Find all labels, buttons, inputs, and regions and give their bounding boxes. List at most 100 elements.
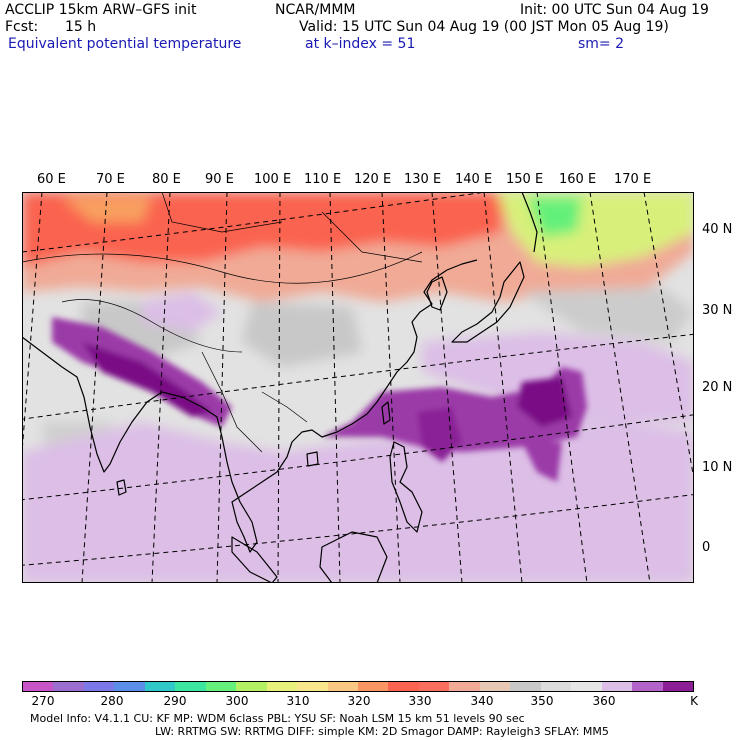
meridian-line [151, 192, 171, 583]
band-380 [82, 342, 212, 417]
coastlines [22, 192, 538, 583]
field-name: Equivalent potential temperature [8, 36, 242, 52]
colorbar-swatch [357, 682, 389, 691]
lon-label: 140 E [455, 172, 493, 187]
borneo-coast [319, 531, 388, 583]
lat-label: 40 N [702, 222, 733, 237]
lon-label: 80 E [152, 172, 181, 187]
hainan-coast [306, 451, 319, 467]
model-info-line-1: Model Info: V4.1.1 CU: KF MP: WDM 6class… [30, 712, 525, 725]
lat-label: 20 N [702, 380, 733, 395]
colorbar [22, 681, 694, 692]
meridian-line [277, 192, 281, 583]
colorbar-swatch [53, 682, 84, 691]
border-line [22, 251, 423, 284]
organization: NCAR/MMM [275, 2, 356, 18]
colorbar-swatch [418, 682, 450, 691]
border-line [161, 192, 283, 233]
lat-label: 0 [702, 540, 711, 555]
lat-label: 10 N [702, 460, 733, 475]
colorbar-label: 290 [163, 694, 187, 708]
border-line [261, 391, 308, 423]
lon-label: 110 E [304, 172, 342, 187]
parallel-line [22, 494, 694, 566]
colorbar-label: 360 [592, 694, 616, 708]
lon-label: 160 E [559, 172, 597, 187]
meridian-line [22, 192, 43, 460]
korea-coast [426, 276, 448, 311]
band-350 [242, 302, 362, 367]
valid-time: Valid: 15 UTC Sun 04 Aug 19 (00 JST Mon … [299, 19, 669, 35]
colorbar-swatch [144, 682, 176, 691]
meridian-line [431, 192, 463, 583]
lat-label: 30 N [702, 303, 733, 318]
border-line [61, 299, 243, 353]
meridian-line [643, 192, 694, 483]
colorbar-label: 310 [286, 694, 310, 708]
colorbar-swatch [327, 682, 358, 691]
band-380 [517, 377, 572, 427]
colorbar-swatch [114, 682, 145, 691]
country-borders [22, 192, 423, 453]
band-360 [142, 292, 222, 332]
lon-label: 120 E [354, 172, 392, 187]
forecast-label: Fcst: [5, 19, 39, 35]
lon-label: 130 E [404, 172, 442, 187]
sakhalin-coast [521, 192, 538, 253]
taiwan-coast [381, 401, 391, 425]
colorbar-swatch [601, 682, 633, 691]
meridian-line [216, 192, 228, 583]
colorbar-swatch [510, 682, 541, 691]
lon-label: 60 E [37, 172, 66, 187]
lon-label: 90 E [205, 172, 234, 187]
colorbar-label: 320 [347, 694, 371, 708]
band-360 [22, 422, 694, 583]
colorbar-swatch [571, 682, 602, 691]
forecast-hour: 15 h [65, 19, 97, 35]
colorbar-swatch [236, 682, 267, 691]
colorbar-swatch [479, 682, 511, 691]
colorbar-swatch [297, 682, 328, 691]
colorbar-swatch [632, 682, 663, 691]
model-info-line-2: LW: RRTMG SW: RRTMG DIFF: simple KM: 2D … [155, 725, 609, 738]
meridian-line [589, 192, 651, 583]
lon-label: 70 E [96, 172, 125, 187]
colorbar-swatch [266, 682, 298, 691]
colorbar-swatch [662, 682, 693, 691]
equivalent-potential-temperature-map [22, 192, 694, 583]
map-frame [22, 192, 694, 583]
meridian-line [329, 192, 341, 583]
band-300 [527, 197, 582, 237]
colorbar-swatch [540, 682, 572, 691]
band-370 [522, 442, 562, 482]
philippines-coast [389, 441, 423, 533]
graticule [22, 192, 694, 583]
model-title: ACCLIP 15km ARW–GFS init [5, 2, 197, 18]
lon-label: 100 E [254, 172, 292, 187]
colorbar-swatch [449, 682, 480, 691]
lon-label: 150 E [506, 172, 544, 187]
init-time: Init: 00 UTC Sun 04 Aug 19 [520, 2, 709, 18]
colorbar-swatch [83, 682, 115, 691]
band-350 [522, 287, 694, 342]
colorbar-swatch [388, 682, 419, 691]
meridian-line [483, 192, 523, 583]
warm-band-320 [62, 197, 152, 222]
colorbar-swatch [23, 682, 54, 691]
colorbar-label: 270 [31, 694, 55, 708]
colorbar-label: 340 [470, 694, 494, 708]
meridian-line [81, 192, 108, 583]
meridian-line [536, 192, 588, 583]
colorbar-label: 350 [530, 694, 554, 708]
meridian-line [381, 192, 401, 583]
border-line [201, 351, 263, 453]
colorbar-label: 330 [408, 694, 432, 708]
parallel-line [22, 414, 694, 501]
border-line [321, 211, 423, 263]
smoothing-info: sm= 2 [578, 36, 625, 52]
level-info: at k–index = 51 [305, 36, 416, 52]
band-380 [417, 407, 462, 462]
japan-coast [451, 261, 525, 343]
colorbar-unit: K [690, 694, 698, 708]
